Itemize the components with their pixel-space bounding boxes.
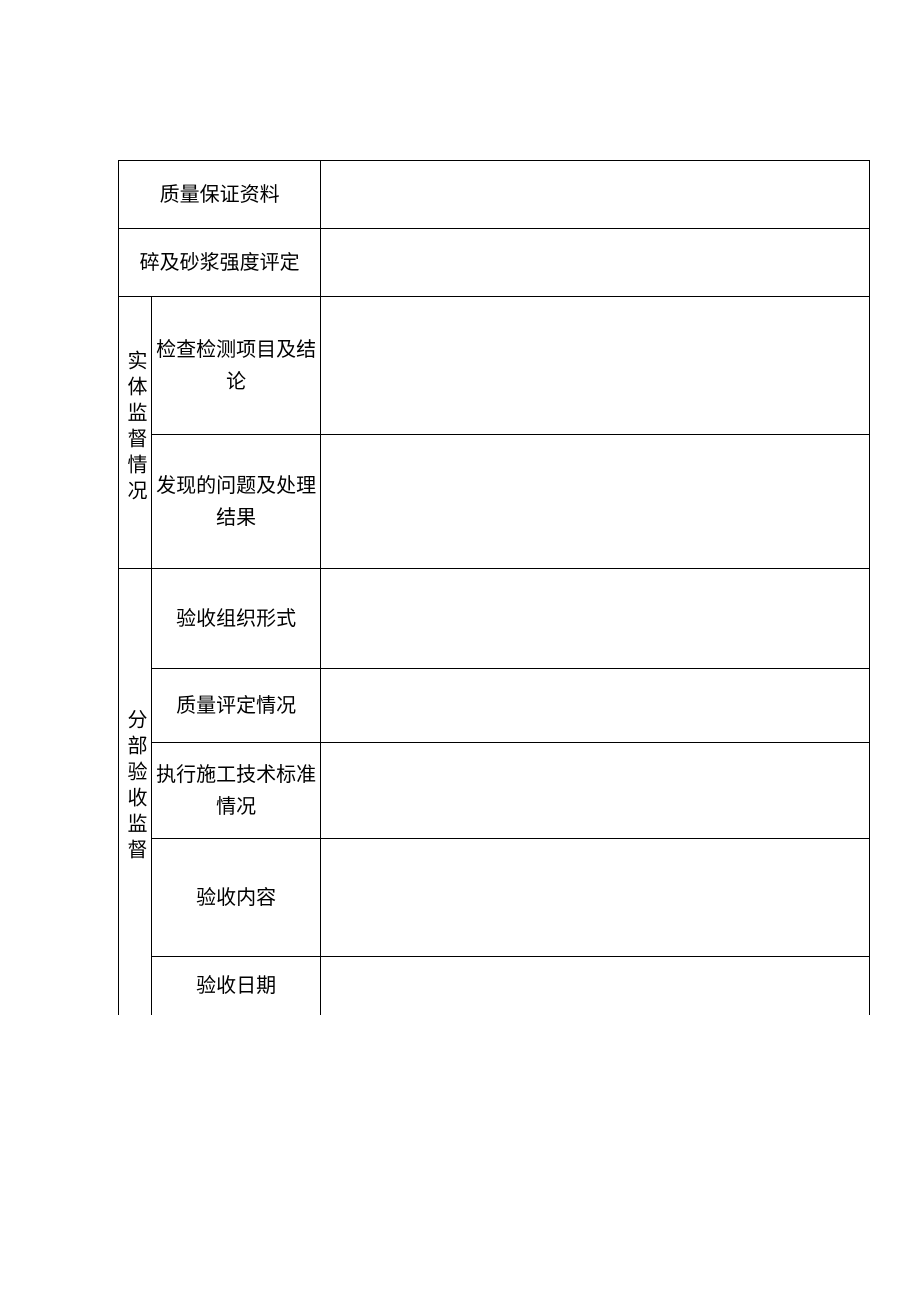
form-table-container: 质量保证资料 碎及砂浆强度评定 实体监督情况 检查检测项目及结论 发现的问题及处…	[118, 160, 870, 1015]
quality-assessment-label: 质量评定情况	[152, 669, 321, 743]
acceptance-supervision-header: 分部验收监督	[119, 569, 152, 1015]
table-row: 质量评定情况	[119, 669, 870, 743]
table-row: 执行施工技术标准情况	[119, 743, 870, 839]
table-row: 碎及砂浆强度评定	[119, 229, 870, 297]
inspection-items-label: 检查检测项目及结论	[152, 297, 321, 435]
quality-assessment-value	[321, 669, 870, 743]
supervision-form-table: 质量保证资料 碎及砂浆强度评定 实体监督情况 检查检测项目及结论 发现的问题及处…	[118, 160, 870, 1015]
tech-standards-label: 执行施工技术标准情况	[152, 743, 321, 839]
quality-assurance-label: 质量保证资料	[119, 161, 321, 229]
table-row: 实体监督情况 检查检测项目及结论	[119, 297, 870, 435]
table-row: 发现的问题及处理结果	[119, 435, 870, 569]
acceptance-date-value	[321, 957, 870, 1015]
acceptance-org-label: 验收组织形式	[152, 569, 321, 669]
issues-found-label: 发现的问题及处理结果	[152, 435, 321, 569]
mortar-strength-label: 碎及砂浆强度评定	[119, 229, 321, 297]
table-row: 验收日期	[119, 957, 870, 1015]
issues-found-value	[321, 435, 870, 569]
acceptance-content-label: 验收内容	[152, 839, 321, 957]
tech-standards-value	[321, 743, 870, 839]
entity-supervision-header: 实体监督情况	[119, 297, 152, 569]
acceptance-content-value	[321, 839, 870, 957]
quality-assurance-value	[321, 161, 870, 229]
table-row: 质量保证资料	[119, 161, 870, 229]
acceptance-supervision-header-text: 分部验收监督	[119, 709, 151, 865]
entity-supervision-header-text: 实体监督情况	[119, 350, 151, 506]
mortar-strength-value	[321, 229, 870, 297]
inspection-items-value	[321, 297, 870, 435]
acceptance-org-value	[321, 569, 870, 669]
table-row: 分部验收监督 验收组织形式	[119, 569, 870, 669]
table-row: 验收内容	[119, 839, 870, 957]
acceptance-date-label: 验收日期	[152, 957, 321, 1015]
